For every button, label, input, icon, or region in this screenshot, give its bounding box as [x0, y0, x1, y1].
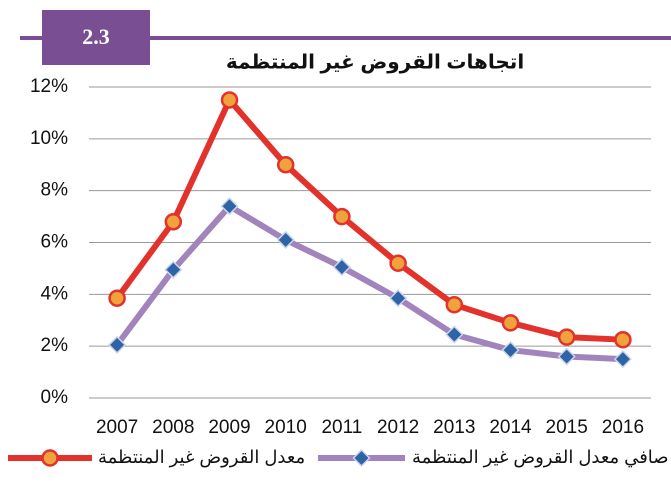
point — [557, 347, 576, 366]
legend-label: صافي معدل القروض غير المنتظمة — [412, 447, 669, 468]
point — [333, 207, 351, 226]
y-tick-label: 10% — [30, 128, 68, 149]
point — [614, 330, 632, 349]
point — [501, 340, 520, 360]
y-tick-label: 0% — [41, 387, 69, 408]
x-tick-label: 2012 — [377, 417, 419, 438]
point — [445, 295, 464, 314]
y-tick-label: 4% — [41, 283, 69, 304]
x-tick-label: 2015 — [546, 417, 588, 438]
point — [613, 350, 632, 369]
legend-label: معدل القروض غير المنتظمة — [98, 447, 305, 468]
point — [445, 325, 464, 344]
x-tick-label: 2016 — [602, 417, 644, 438]
point — [332, 258, 351, 277]
x-tick-label: 2010 — [265, 417, 307, 438]
series-line — [114, 203, 624, 363]
point — [220, 91, 239, 109]
point — [276, 230, 295, 249]
point — [501, 314, 520, 332]
point — [108, 335, 127, 354]
point — [389, 254, 407, 272]
y-tick-label: 8% — [41, 180, 69, 201]
x-tick-label: 2007 — [96, 417, 138, 438]
point — [108, 289, 126, 307]
y-tick-label: 12% — [30, 76, 68, 97]
point — [164, 260, 183, 279]
series-line — [114, 96, 624, 343]
chart-title: اتجاهات القروض غير المنتظمة — [226, 51, 524, 73]
point — [220, 197, 239, 216]
point — [557, 328, 576, 346]
x-tick-label: 2013 — [433, 417, 475, 438]
x-tick-label: 2008 — [152, 417, 194, 438]
point — [164, 213, 183, 231]
y-tick-label: 6% — [41, 232, 69, 253]
point — [276, 156, 295, 174]
legend-marker — [352, 448, 371, 468]
point — [389, 289, 408, 308]
badge-text: 2.3 — [82, 24, 110, 49]
x-tick-label: 2009 — [208, 417, 250, 438]
y-tick-label: 2% — [41, 335, 69, 356]
x-tick-label: 2014 — [489, 417, 532, 438]
badge — [42, 10, 150, 65]
x-tick-label: 2011 — [321, 417, 362, 438]
legend-marker — [41, 449, 59, 467]
